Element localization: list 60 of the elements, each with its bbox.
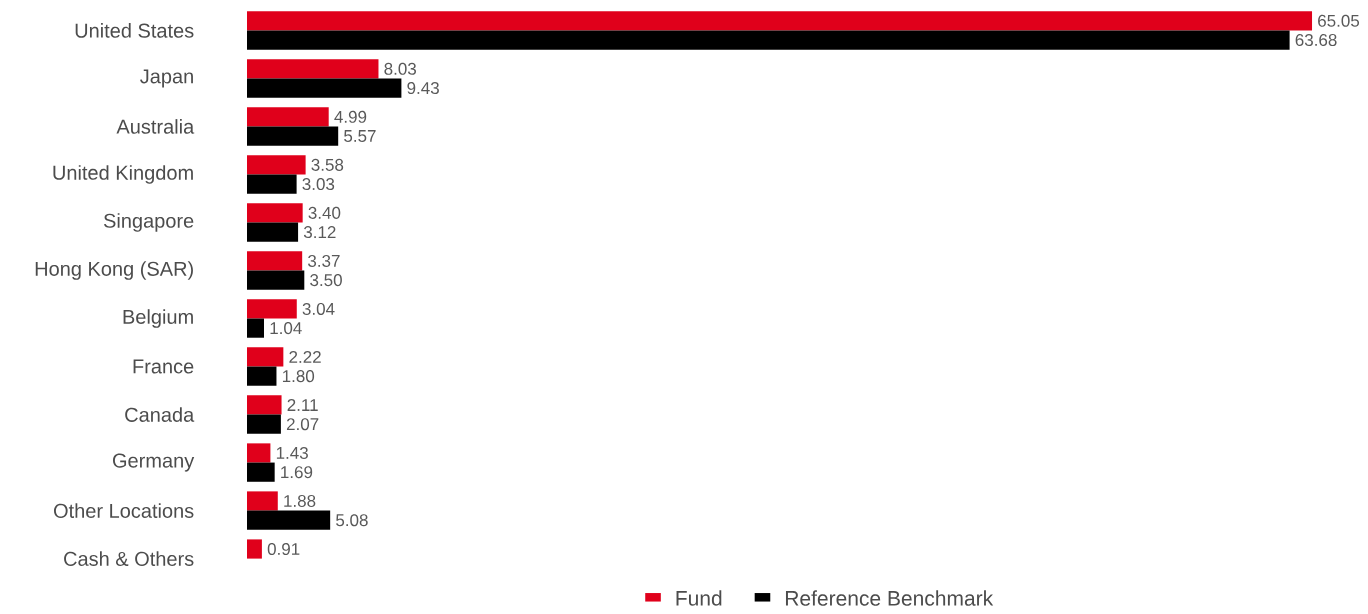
bar [247,251,303,271]
bar [247,539,262,559]
bar [247,366,277,386]
bar [247,414,281,434]
bar [247,78,402,98]
bar [247,491,278,511]
bar [247,126,339,146]
bar [247,395,282,415]
data-label: 1.04 [270,322,302,335]
data-label: 3.58 [311,158,344,171]
legend-label: Fund [676,590,722,606]
data-label: 2.07 [286,418,319,431]
data-label: 3.04 [302,302,335,315]
data-label: 3.40 [308,206,341,219]
y-tick-label: Australia [116,119,195,134]
data-label: 1.69 [281,466,313,479]
bar [247,299,297,319]
y-tick-label: Cash & Others [64,551,194,566]
bar [247,107,329,127]
data-label: 5.57 [344,130,376,142]
bar [247,155,306,175]
bar [247,270,305,290]
data-label: 2.11 [287,399,318,411]
data-label: 4.99 [334,110,367,123]
y-tick-label: Belgium [123,309,193,328]
y-tick-label: United States [75,23,194,38]
bar [247,203,303,223]
legend-label: Reference Benchmark [785,590,994,606]
y-tick-label: Hong Kong (SAR) [35,261,193,280]
bar [247,30,1290,50]
data-label: 3.12 [303,226,336,239]
bar [247,443,271,463]
bar [247,347,284,367]
data-label: 1.43 [276,446,308,459]
bar [247,318,265,338]
y-tick-label: Singapore [103,213,194,232]
y-tick-label: Germany [112,453,195,472]
data-label: 3.37 [308,254,340,267]
data-label: 8.03 [384,62,416,75]
bar [247,174,297,194]
data-label: 9.43 [407,82,439,95]
y-tick-label: Japan [140,69,193,88]
bar [247,59,379,79]
data-label: 1.88 [284,494,316,508]
bar [247,222,299,242]
y-tick-label: Other Locations [53,503,194,518]
y-tick-label: United Kingdom [53,165,193,184]
y-tick-label: Canada [125,407,195,422]
data-label: 63.68 [1295,34,1337,47]
data-label: 3.50 [310,274,342,287]
data-label: 5.08 [336,514,368,527]
data-label: 1.80 [282,370,315,383]
data-label: 3.03 [302,178,335,191]
data-label: 0.91 [267,542,300,556]
bar [247,510,331,530]
y-tick-label: France [133,359,194,374]
bar [247,11,1313,31]
data-label: 65.05 [1318,14,1360,27]
bar [247,462,275,482]
data-label: 2.22 [289,350,321,363]
